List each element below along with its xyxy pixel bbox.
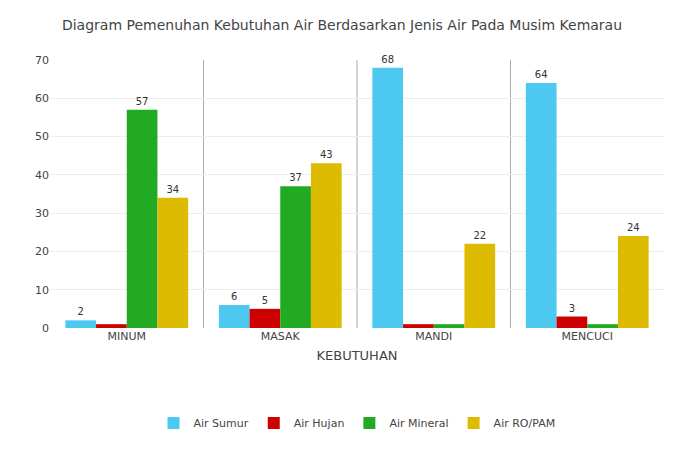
svg-text:37: 37 <box>289 172 302 183</box>
svg-text:57: 57 <box>136 96 149 107</box>
svg-text:10: 10 <box>35 284 49 297</box>
svg-text:MENCUCI: MENCUCI <box>562 330 613 343</box>
svg-text:Diagram Pemenuhan Kebutuhan Ai: Diagram Pemenuhan Kebutuhan Air Berdasar… <box>62 17 622 33</box>
svg-text:30: 30 <box>35 207 49 220</box>
svg-text:Air Mineral: Air Mineral <box>389 417 448 430</box>
svg-text:68: 68 <box>381 54 394 65</box>
svg-text:MASAK: MASAK <box>261 330 301 343</box>
svg-text:60: 60 <box>35 92 49 105</box>
svg-text:24: 24 <box>627 222 640 233</box>
svg-text:2: 2 <box>78 306 84 317</box>
svg-text:6: 6 <box>231 291 237 302</box>
svg-text:Air Sumur: Air Sumur <box>194 417 249 430</box>
svg-text:64: 64 <box>535 69 548 80</box>
svg-text:40: 40 <box>35 169 49 182</box>
svg-text:Air RO/PAM: Air RO/PAM <box>494 417 556 430</box>
svg-text:43: 43 <box>320 149 333 160</box>
svg-text:0: 0 <box>42 322 49 335</box>
svg-text:34: 34 <box>166 184 179 195</box>
svg-text:KEBUTUHAN: KEBUTUHAN <box>316 348 397 363</box>
svg-text:20: 20 <box>35 245 49 258</box>
svg-text:Air Hujan: Air Hujan <box>294 417 345 430</box>
svg-text:70: 70 <box>35 54 49 67</box>
svg-text:3: 3 <box>569 303 575 314</box>
svg-text:50: 50 <box>35 130 49 143</box>
svg-text:22: 22 <box>473 230 486 241</box>
svg-text:MINUM: MINUM <box>107 330 146 343</box>
svg-text:MANDI: MANDI <box>415 330 452 343</box>
svg-text:5: 5 <box>262 295 268 306</box>
